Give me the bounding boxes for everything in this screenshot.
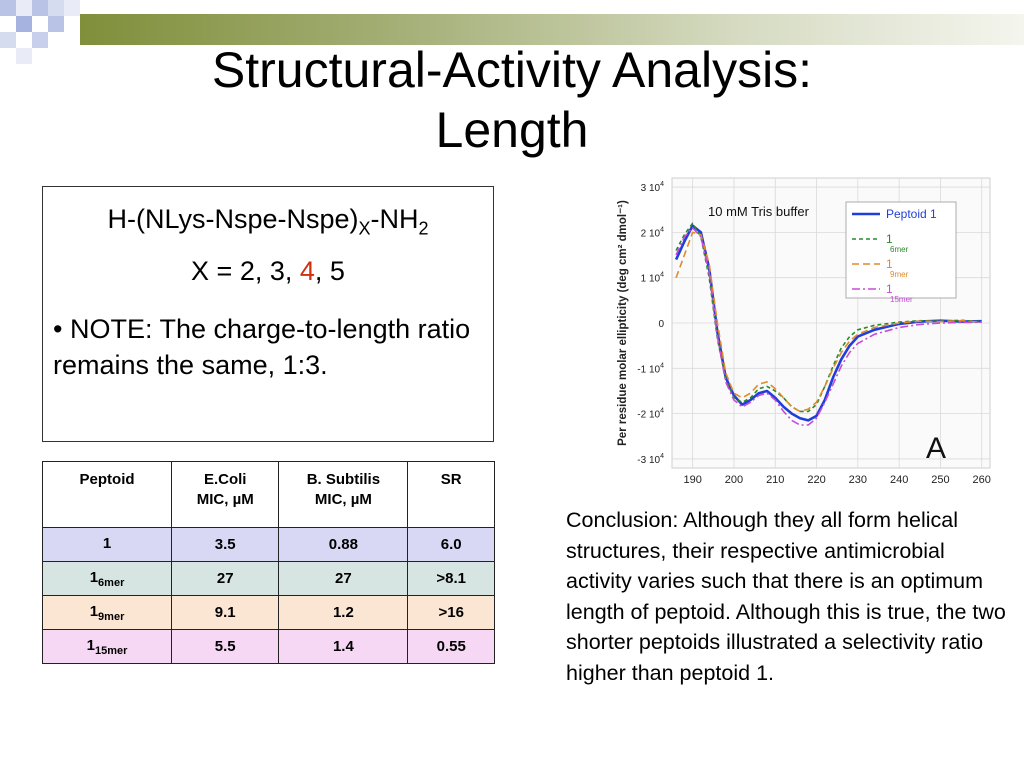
cell-sr: >16 — [407, 595, 495, 630]
legend-box — [845, 201, 957, 299]
header-bsubtilis: B. Subtilis MIC, µM — [278, 461, 409, 528]
peptoid-id: 1 — [89, 568, 99, 586]
y-tick-label: -2 104 — [637, 408, 664, 421]
title-line-1: Structural-Activity Analysis: — [211, 42, 813, 98]
x-tick-label: 220 — [807, 474, 825, 486]
conclusion-text: Conclusion: Although they all form helic… — [566, 508, 1006, 685]
x-values-rest: , 5 — [314, 256, 345, 286]
title-line-2: Length — [435, 102, 589, 158]
y-tick-label: -1 104 — [637, 362, 664, 375]
cell-peptoid: 115mer — [41, 629, 173, 664]
table-header-row: Peptoid E.Coli MIC, µM B. Subtilis MIC, µM… — [41, 461, 495, 528]
x-tick-label: 210 — [766, 474, 784, 486]
y-tick-label: 3 104 — [641, 181, 664, 194]
panel-label: A — [926, 432, 946, 465]
cell-ecoli: 5.5 — [171, 629, 280, 664]
legend-label: 1 — [886, 232, 893, 246]
header-text: E.Coli — [203, 471, 247, 488]
formula-subscript-x: X — [358, 218, 371, 239]
formula-subscript-2: 2 — [418, 218, 429, 239]
peptoid-id: 1 — [102, 534, 112, 552]
cell-sr: >8.1 — [407, 561, 495, 596]
cell-bsubtilis: 0.88 — [278, 527, 409, 562]
legend-label-sub: 9mer — [890, 270, 909, 279]
x-tick-label: 250 — [931, 474, 949, 486]
table-row: 16mer 27 27 >8.1 — [41, 561, 495, 596]
cell-ecoli: 27 — [171, 561, 280, 596]
cd-spectrum-chart: 190 200 210 220 230 240 250 260 3 104 2 104 1 104 0… — [617, 177, 991, 486]
x-tick-label: 260 — [973, 474, 991, 486]
decor-square — [16, 0, 32, 16]
cell-sr: 0.55 — [407, 629, 495, 664]
x-tick-label: 230 — [849, 474, 867, 486]
x-tick-label: 200 — [725, 474, 743, 486]
cell-peptoid: 16mer — [41, 561, 173, 596]
header-text: SR — [440, 471, 462, 488]
charge-ratio-note: • NOTE: The charge-to-length ratio remai… — [53, 314, 471, 380]
x-values-highlight: 4 — [299, 256, 315, 286]
header-text: MIC, µM — [314, 491, 372, 508]
legend-label: Peptoid 1 — [886, 207, 937, 221]
cell-sr: 6.0 — [407, 527, 495, 562]
decor-square — [32, 0, 48, 16]
x-values-label: X = 2, 3, — [191, 256, 300, 286]
formula-prefix: H-(NLys-Nspe-Nspe) — [107, 204, 359, 234]
decor-square — [16, 16, 32, 32]
cell-bsubtilis: 27 — [278, 561, 409, 596]
slide-title: Structural-Activity Analysis: Length — [0, 40, 1024, 160]
y-axis-label: Per residue molar ellipticity (deg cm² d… — [617, 200, 629, 446]
x-tick-label: 240 — [890, 474, 908, 486]
y-tick-label: 2 104 — [641, 226, 664, 239]
header-peptoid: Peptoid — [41, 461, 173, 528]
peptoid-sub: 9mer — [98, 610, 125, 623]
table-row: 1 3.5 0.88 6.0 — [41, 527, 495, 562]
y-tick-label: 0 — [658, 319, 664, 330]
table-row: 115mer 5.5 1.4 0.55 — [41, 629, 495, 664]
header-gradient-bar — [80, 14, 1024, 45]
peptoid-info-box: H-(NLys-Nspe-Nspe)X-NH2 X = 2, 3, 4, 5 •… — [42, 186, 494, 442]
decor-square — [48, 16, 64, 32]
decor-square — [48, 0, 64, 16]
cell-bsubtilis: 1.4 — [278, 629, 409, 664]
header-sr: SR — [407, 461, 495, 528]
table-row: 19mer 9.1 1.2 >16 — [41, 595, 495, 630]
header-ecoli: E.Coli MIC, µM — [171, 461, 280, 528]
decor-square — [32, 32, 48, 48]
decor-square — [0, 0, 16, 16]
series-line-3 — [675, 227, 982, 426]
formula-mid: -NH — [370, 204, 419, 234]
buffer-annotation: 10 mM Tris buffer — [708, 204, 810, 219]
header-text: B. Subtilis — [306, 471, 381, 488]
x-tick-label: 190 — [683, 474, 701, 486]
activity-table: Peptoid E.Coli MIC, µM B. Subtilis MIC, µM… — [41, 461, 495, 664]
cell-bsubtilis: 1.2 — [278, 595, 409, 630]
cell-ecoli: 9.1 — [171, 595, 280, 630]
peptoid-sub: 6mer — [98, 576, 125, 589]
cell-ecoli: 3.5 — [171, 527, 280, 562]
legend-label: 1 — [886, 257, 893, 271]
peptoid-id: 1 — [89, 602, 99, 620]
decor-square — [16, 48, 32, 64]
peptoid-id: 1 — [86, 636, 95, 654]
decor-square — [64, 0, 80, 16]
y-tick-label: 1 104 — [641, 272, 664, 285]
cell-peptoid: 1 — [41, 527, 173, 562]
decor-square — [0, 32, 16, 48]
x-values-line: X = 2, 3, 4, 5 — [43, 253, 493, 289]
peptoid-formula: H-(NLys-Nspe-Nspe)X-NH2 — [43, 201, 493, 246]
header-text: MIC, µM — [196, 491, 254, 508]
header-text: Peptoid — [79, 471, 135, 488]
y-tick-label: -3 104 — [637, 453, 664, 466]
series-line-2 — [675, 231, 982, 413]
legend-label-sub: 15mer — [890, 295, 913, 304]
cell-peptoid: 19mer — [41, 595, 173, 630]
peptoid-sub: 15mer — [94, 644, 128, 657]
legend-label: 1 — [886, 282, 893, 296]
legend-label-sub: 6mer — [890, 245, 909, 254]
